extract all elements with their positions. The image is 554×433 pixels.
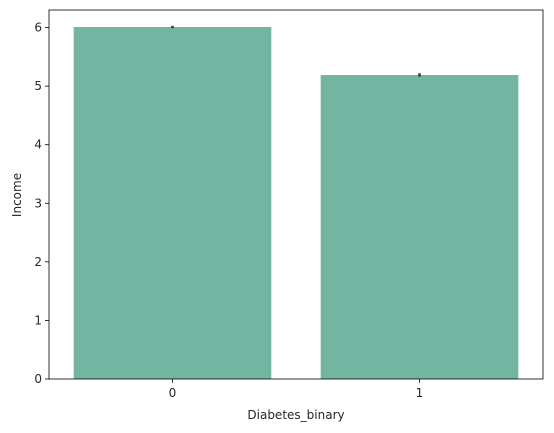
bar-1	[320, 75, 519, 379]
y-tick-label-5: 5	[34, 79, 42, 93]
x-tick-label-1: 1	[416, 386, 424, 400]
y-tick-label-6: 6	[34, 21, 42, 35]
x-tick-label-0: 0	[169, 386, 177, 400]
y-tick-label-1: 1	[34, 313, 42, 327]
y-axis-label: Income	[10, 173, 24, 217]
x-axis-label: Diabetes_binary	[247, 408, 344, 422]
y-tick-label-2: 2	[34, 255, 42, 269]
y-tick-label-4: 4	[34, 138, 42, 152]
bar-0	[73, 26, 272, 379]
y-tick-label-0: 0	[34, 372, 42, 386]
y-tick-label-3: 3	[34, 196, 42, 210]
plot-area: 0 1 0 1 2 3 4 5 6	[34, 9, 544, 400]
plot-frame	[48, 9, 544, 380]
